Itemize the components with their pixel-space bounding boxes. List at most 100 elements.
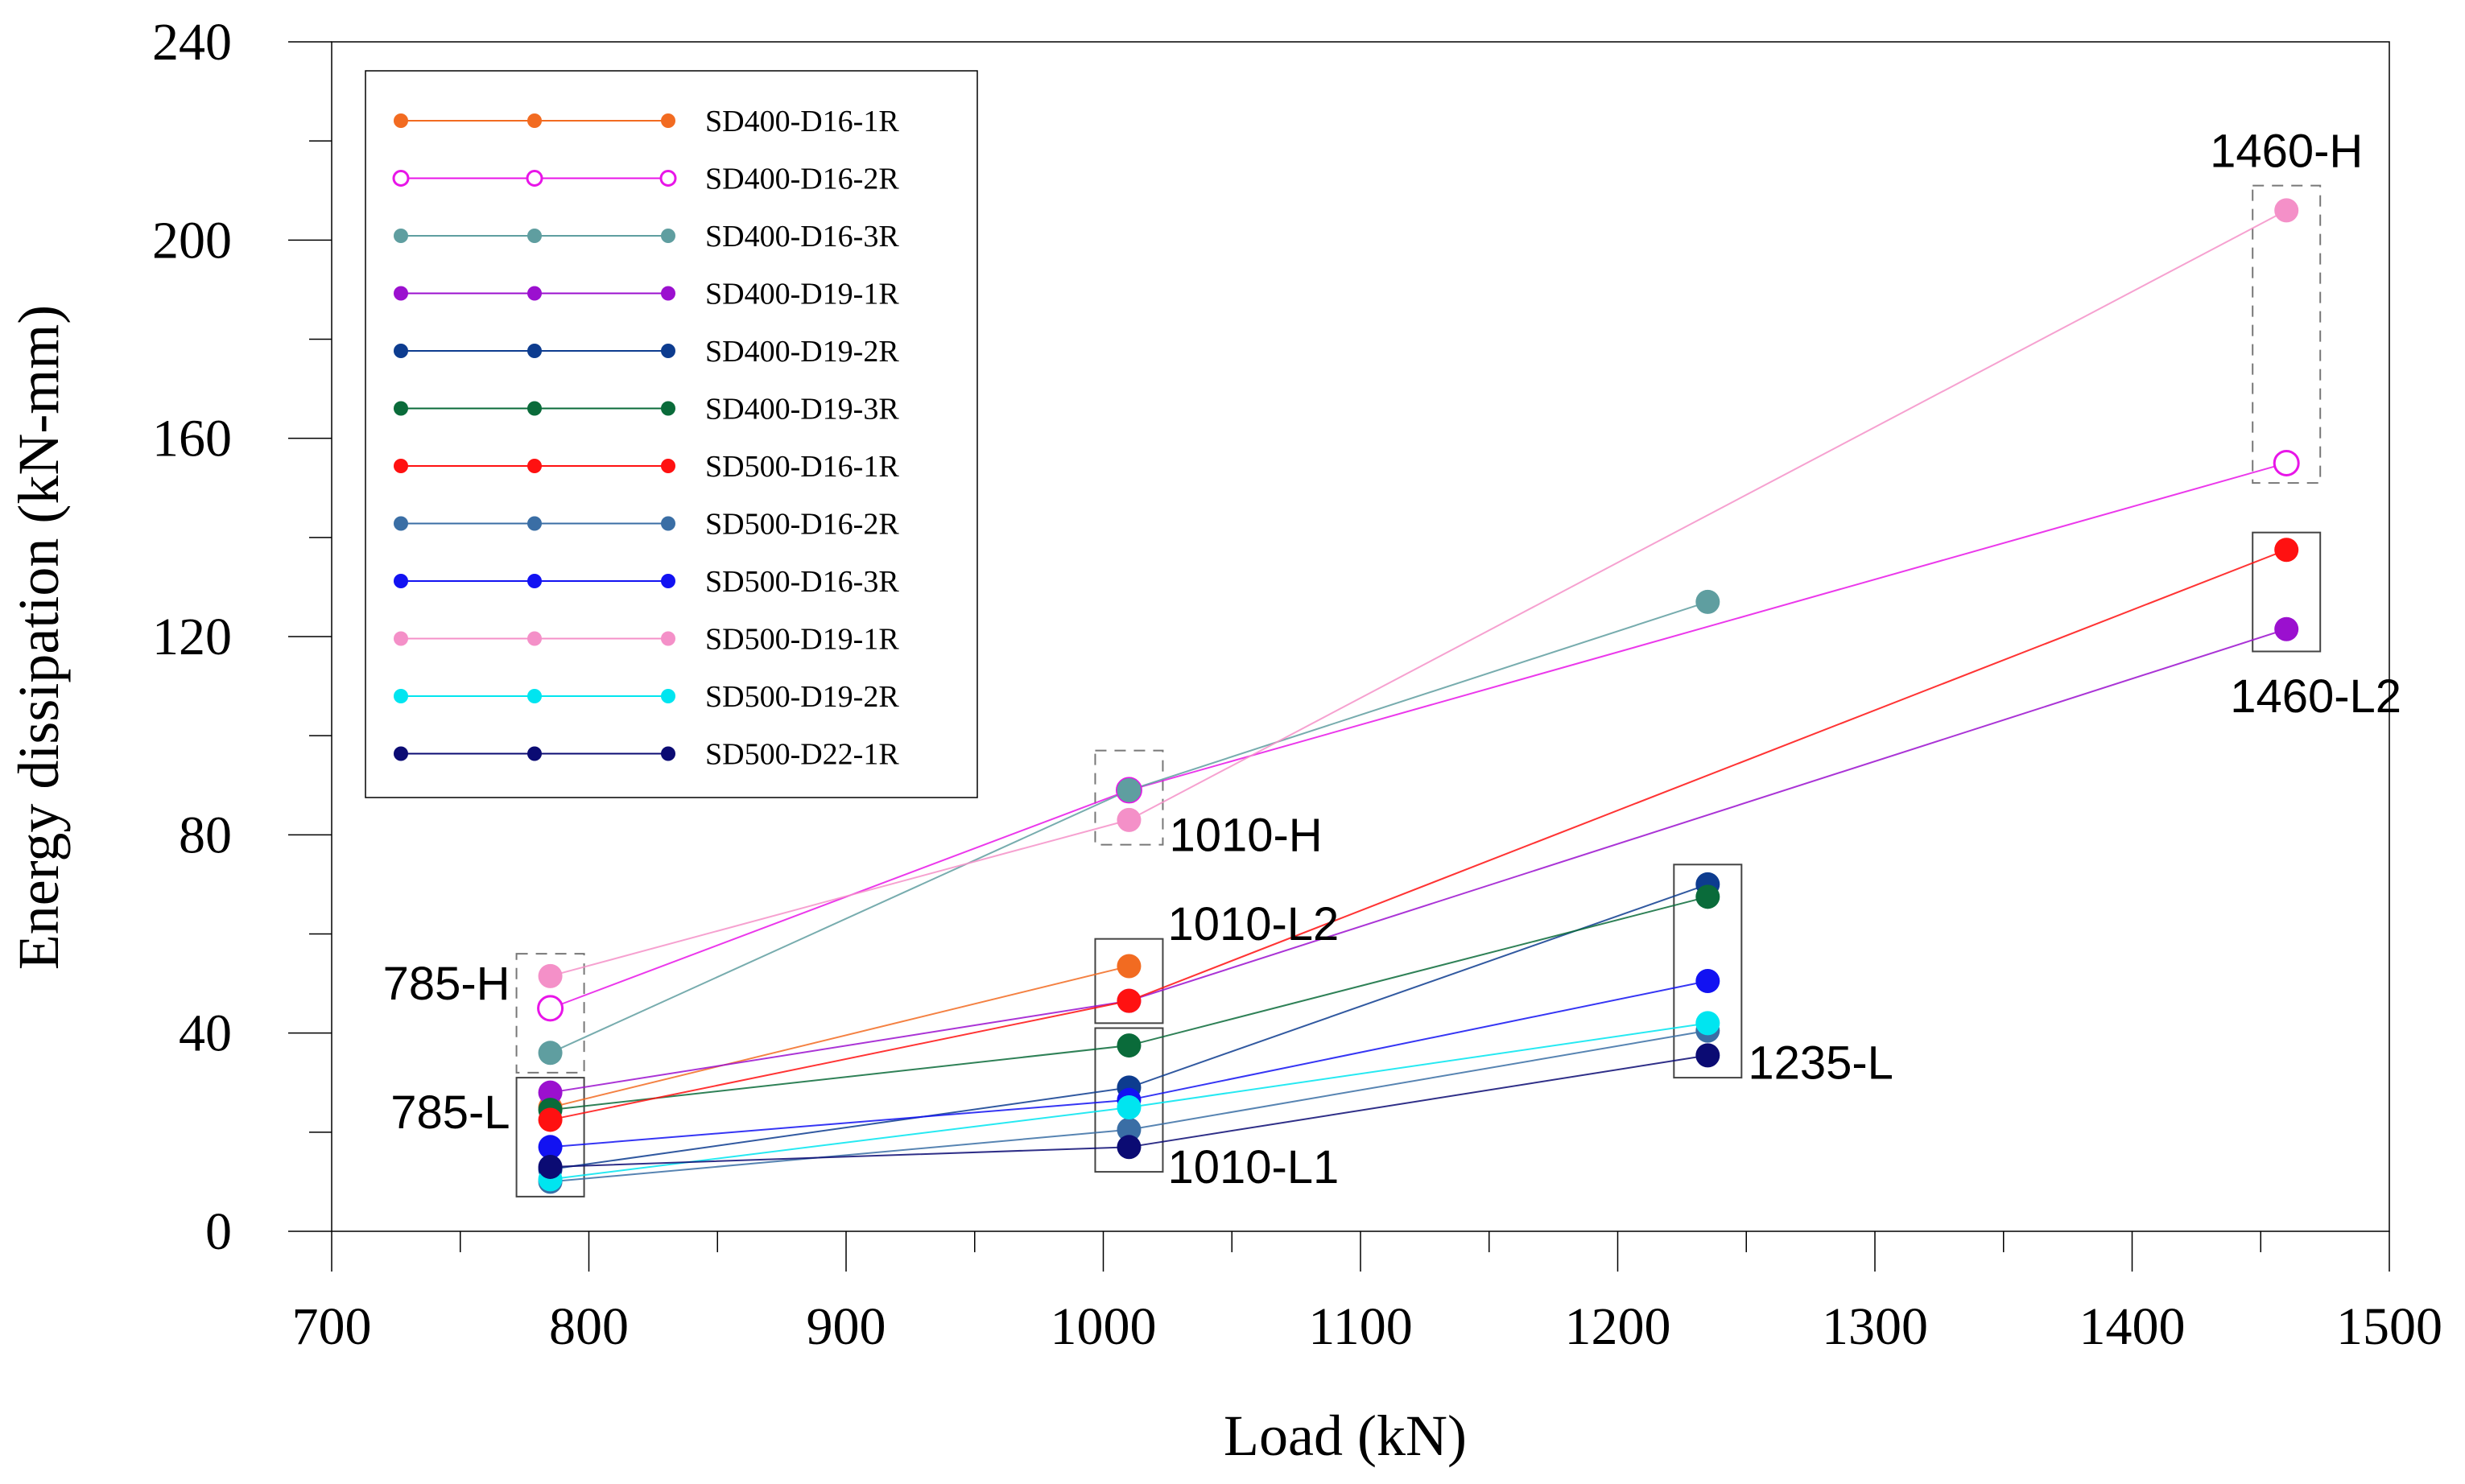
legend-marker xyxy=(394,746,408,761)
legend-marker xyxy=(394,344,408,358)
legend-marker xyxy=(661,689,675,703)
legend-entry: SD400-D16-2R xyxy=(392,163,899,196)
legend-marker xyxy=(394,286,408,301)
legend-frame xyxy=(365,70,978,798)
data-point xyxy=(2273,449,2300,476)
annotation-label: 1460-L2 xyxy=(2230,670,2401,723)
group-box xyxy=(1673,864,1743,1079)
y-tick-label: 120 xyxy=(152,608,232,666)
legend-marker xyxy=(527,746,542,761)
data-point xyxy=(538,1041,563,1066)
legend-entry: SD400-D19-3R xyxy=(394,393,899,427)
legend-marker xyxy=(527,516,542,531)
data-point xyxy=(538,1080,563,1105)
legend-marker xyxy=(394,229,408,243)
legend-label: SD400-D16-2R xyxy=(705,163,899,196)
data-point xyxy=(1117,1135,1142,1160)
legend-marker xyxy=(392,170,410,187)
legend-marker xyxy=(661,229,675,243)
x-tick-label: 1100 xyxy=(1308,1297,1413,1356)
data-point xyxy=(537,995,564,1022)
y-tick-label: 160 xyxy=(152,410,232,468)
legend-marker xyxy=(661,631,675,646)
y-tick-label: 80 xyxy=(179,806,232,864)
data-point xyxy=(538,1154,563,1179)
legend-marker xyxy=(394,631,408,646)
data-point xyxy=(2274,538,2299,563)
x-tick-label: 1000 xyxy=(1051,1297,1157,1356)
legend-marker xyxy=(394,574,408,588)
legend-marker xyxy=(661,516,675,531)
legend-label: SD500-D16-1R xyxy=(705,450,899,484)
data-point xyxy=(1117,1033,1142,1058)
x-tick-label: 1300 xyxy=(1822,1297,1928,1356)
legend-marker xyxy=(394,516,408,531)
legend-entry: SD400-D16-1R xyxy=(394,105,899,138)
series-line xyxy=(550,965,1129,1109)
annotation-label: 1010-L1 xyxy=(1167,1141,1339,1193)
data-point xyxy=(1695,884,1720,909)
x-tick-label: 1400 xyxy=(2079,1297,2186,1356)
annotation-label: 785-H xyxy=(383,958,510,1010)
group-box xyxy=(2252,184,2322,484)
y-axis-title: Energy dissipation (kN-mm) xyxy=(6,305,71,971)
legend-marker xyxy=(661,746,675,761)
data-point xyxy=(2274,616,2299,641)
y-tick-label: 240 xyxy=(152,13,232,72)
legend-marker xyxy=(394,689,408,703)
legend-marker xyxy=(527,459,542,473)
legend-label: SD500-D16-3R xyxy=(705,565,899,599)
group-box xyxy=(515,953,585,1074)
data-point xyxy=(1695,1043,1720,1068)
y-tick-label: 200 xyxy=(152,211,232,270)
data-point xyxy=(2274,198,2299,223)
legend-entry: SD500-D16-3R xyxy=(394,565,899,599)
data-point xyxy=(538,1135,563,1160)
legend-marker xyxy=(659,170,677,187)
legend-marker xyxy=(527,113,542,128)
x-tick-label: 1200 xyxy=(1565,1297,1671,1356)
legend-marker xyxy=(527,401,542,416)
legend-entry: SD500-D19-1R xyxy=(394,623,899,657)
legend-label: SD500-D16-2R xyxy=(705,508,899,542)
data-point xyxy=(1117,954,1142,979)
data-point xyxy=(1695,969,1720,994)
x-axis-title: Load (kN) xyxy=(1224,1404,1467,1468)
annotation-label: 1010-L2 xyxy=(1167,898,1339,950)
x-tick-label: 900 xyxy=(807,1297,886,1356)
data-point xyxy=(1695,589,1720,614)
legend-marker xyxy=(661,574,675,588)
legend-label: SD500-D19-2R xyxy=(705,680,899,714)
legend-marker xyxy=(527,286,542,301)
legend-marker xyxy=(394,113,408,128)
data-point xyxy=(1117,1095,1142,1120)
group-box xyxy=(1094,1027,1164,1173)
legend-entry: SD400-D19-2R xyxy=(394,335,899,369)
legend-marker xyxy=(661,344,675,358)
legend-marker xyxy=(527,344,542,358)
legend-label: SD400-D16-3R xyxy=(705,220,899,254)
legend-entry: SD500-D19-2R xyxy=(394,680,899,714)
legend-marker xyxy=(394,459,408,473)
legend-label: SD500-D19-1R xyxy=(705,623,899,657)
data-point xyxy=(538,963,563,988)
series-points xyxy=(537,198,2300,1194)
legend-label: SD400-D19-1R xyxy=(705,278,899,311)
legend-label: SD400-D19-2R xyxy=(705,335,899,369)
legend-label: SD400-D16-1R xyxy=(705,105,899,138)
x-tick-label: 800 xyxy=(549,1297,629,1356)
legend-marker xyxy=(527,689,542,703)
legend-marker xyxy=(661,459,675,473)
y-tick-label: 40 xyxy=(179,1004,232,1063)
annotation-label: 1010-H xyxy=(1169,809,1322,861)
legend-entry: SD500-D22-1R xyxy=(394,738,899,772)
data-point xyxy=(538,1107,563,1132)
legend-marker xyxy=(527,574,542,588)
group-box xyxy=(1094,749,1164,846)
annotation-label: 1235-L xyxy=(1748,1037,1893,1090)
group-box xyxy=(1094,938,1164,1024)
legend-marker xyxy=(527,229,542,243)
data-point xyxy=(1117,807,1142,832)
legend: SD400-D16-1R SD400-D16-2R SD400-D16-3R SD40… xyxy=(365,70,978,798)
